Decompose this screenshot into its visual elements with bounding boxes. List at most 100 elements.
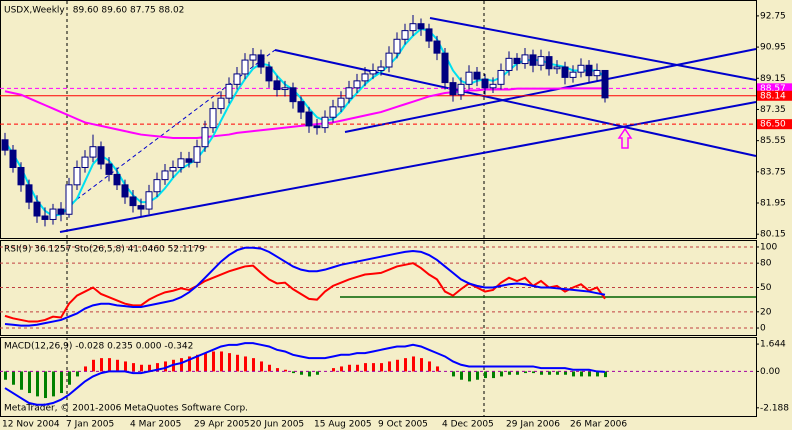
candle-body <box>401 30 409 40</box>
candle-body <box>129 196 137 207</box>
candle-body <box>441 52 449 84</box>
candle-body <box>529 54 537 66</box>
level-box <box>757 83 792 94</box>
y-tick-label: 100 <box>760 242 777 252</box>
histogram-bar <box>220 351 223 372</box>
candle-body <box>89 146 97 158</box>
histogram-bar <box>124 361 127 372</box>
x-tick-label: 29 Apr 2005 <box>194 420 250 430</box>
candle-body <box>81 156 89 168</box>
candle-body <box>41 215 49 220</box>
histogram-bar <box>364 363 367 372</box>
candle-body <box>289 87 297 103</box>
candle-body <box>601 69 609 99</box>
candle-body <box>209 108 217 129</box>
candle-body <box>577 64 585 73</box>
histogram-bar <box>28 371 31 394</box>
candle-body <box>593 69 601 77</box>
level-label: 86.50 <box>760 120 786 130</box>
histogram-bar <box>164 361 167 372</box>
histogram-bar <box>332 368 335 372</box>
candle-body <box>385 52 393 68</box>
histogram-bar <box>476 371 479 380</box>
indicator-line <box>4 342 606 406</box>
histogram-bar <box>404 358 407 372</box>
histogram-bar <box>276 368 279 372</box>
histogram-bar <box>252 358 255 372</box>
histogram-bar <box>356 364 359 372</box>
candle-body <box>337 97 345 108</box>
y-tick-label: 20 <box>760 307 772 317</box>
histogram-bar <box>212 351 215 372</box>
candle-body <box>553 66 561 70</box>
histogram-bar <box>348 364 351 372</box>
candle-body <box>329 106 337 118</box>
panel-title: MACD(12,26,9) -0.028 0.235 0.000 -0.342 <box>4 342 193 352</box>
histogram-bar <box>204 353 207 372</box>
candle-body <box>353 80 361 89</box>
histogram-bar <box>604 371 607 378</box>
histogram-bar <box>588 371 591 377</box>
histogram-bar <box>516 371 519 375</box>
candle-body <box>561 66 569 78</box>
candle-body <box>105 163 113 175</box>
histogram-bar <box>492 371 495 379</box>
candle-body <box>25 184 33 203</box>
panel-title: RSI(9) 36.1257 Sto(26,5,8) 41.0460 52.11… <box>4 245 205 255</box>
x-tick-label: 26 Mar 2006 <box>570 420 627 430</box>
candle-body <box>225 83 233 99</box>
candle-body <box>497 69 505 85</box>
histogram-bar <box>284 369 287 372</box>
histogram-bar <box>468 371 471 382</box>
level-label: 88.57 <box>760 84 786 94</box>
candle-body <box>265 66 273 82</box>
histogram-bar <box>388 361 391 372</box>
level-box <box>757 90 792 101</box>
histogram-bar <box>4 371 7 380</box>
histogram-bar <box>196 354 199 372</box>
x-tick-label: 15 Aug 2005 <box>314 420 372 430</box>
macd-panel <box>0 337 757 417</box>
x-tick-label: 4 Dec 2005 <box>442 420 494 430</box>
trend-line <box>429 17 757 81</box>
histogram-bar <box>428 361 431 372</box>
histogram-bar <box>228 353 231 372</box>
indicator-line <box>4 262 606 323</box>
candle-body <box>409 23 417 32</box>
candle-body <box>465 71 473 85</box>
candle-body <box>145 191 153 210</box>
candle-body <box>9 149 17 168</box>
candle-body <box>281 87 289 91</box>
histogram-bar <box>188 356 191 372</box>
candle-body <box>273 80 281 91</box>
histogram-bar <box>460 371 463 380</box>
y-tick-label: 50 <box>760 283 772 293</box>
candle-body <box>369 69 377 75</box>
histogram-bar <box>20 371 23 390</box>
candle-body <box>505 57 513 71</box>
histogram-bar <box>140 364 143 372</box>
x-tick-label: 7 Jan 2005 <box>66 420 114 430</box>
y-tick-label: 0.00 <box>760 367 780 377</box>
histogram-bar <box>92 359 95 372</box>
y-tick-label: 81.95 <box>760 199 786 209</box>
histogram-bar <box>380 363 383 372</box>
candle-body <box>153 179 161 193</box>
y-tick-label: 80.15 <box>760 230 786 240</box>
histogram-bar <box>180 358 183 372</box>
candle-body <box>433 40 441 54</box>
moving-average <box>4 87 605 140</box>
candle-body <box>481 78 489 89</box>
histogram-bar <box>84 366 87 372</box>
candle-body <box>305 111 313 127</box>
histogram-bar <box>540 371 543 375</box>
histogram-bar <box>300 371 303 375</box>
candle-body <box>313 125 321 129</box>
y-tick-label: 80 <box>760 259 772 269</box>
panel-title: USDX,Weekly <box>4 6 65 16</box>
candle-body <box>457 83 465 96</box>
histogram-bar <box>148 364 151 372</box>
candle-body <box>377 66 385 71</box>
candle-body <box>417 23 425 30</box>
